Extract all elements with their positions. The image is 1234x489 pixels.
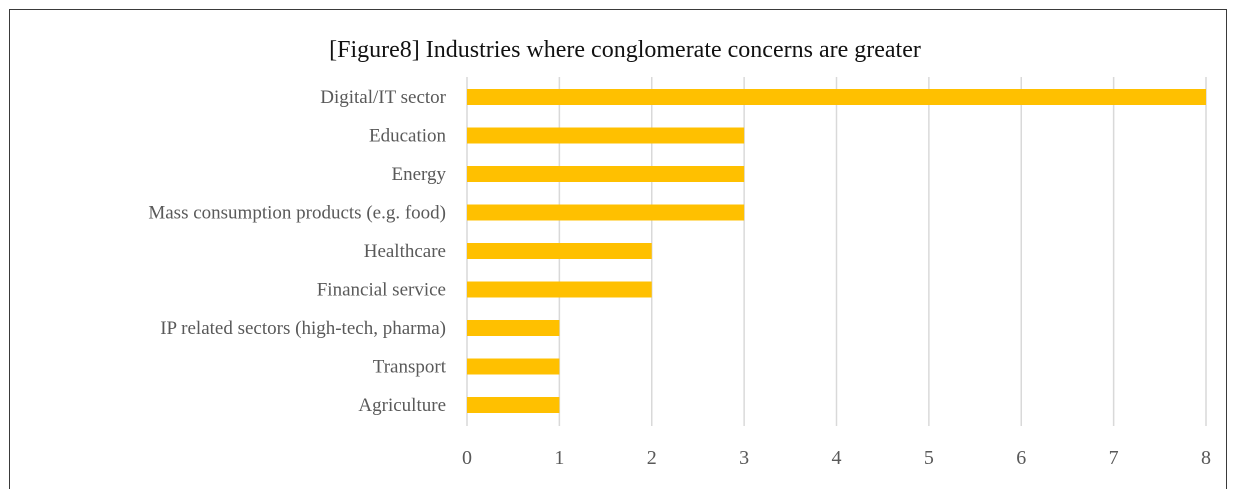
category-label: Mass consumption products (e.g. food)	[148, 203, 446, 224]
bar	[467, 204, 745, 221]
bar	[467, 127, 745, 144]
chart-title: [Figure8] Industries where conglomerate …	[329, 37, 921, 63]
category-label: IP related sectors (high-tech, pharma)	[160, 318, 446, 339]
category-label: Digital/IT sector	[320, 87, 446, 108]
chart-frame	[9, 9, 1227, 489]
x-tick-label: 6	[1016, 447, 1026, 469]
x-tick-label: 4	[832, 447, 842, 469]
x-tick-labels: 0 1 2 3 4 5 6 7 8	[462, 447, 1211, 469]
category-label: Transport	[373, 357, 447, 378]
x-tick-label: 8	[1201, 447, 1211, 469]
bar	[467, 358, 560, 375]
category-label: Financial service	[317, 280, 446, 301]
bar	[467, 281, 652, 298]
x-tick-label: 5	[924, 447, 934, 469]
x-tick-label: 2	[647, 447, 657, 469]
bar	[467, 397, 560, 413]
bar	[467, 320, 560, 336]
bars	[467, 89, 1206, 413]
category-label: Energy	[391, 164, 446, 185]
category-label: Agriculture	[358, 395, 446, 416]
bar	[467, 89, 1206, 105]
x-tick-label: 3	[739, 447, 749, 469]
bar-chart: [Figure8] Industries where conglomerate …	[148, 37, 1211, 469]
bar	[467, 166, 745, 182]
x-tick-label: 1	[554, 447, 564, 469]
category-label: Education	[369, 126, 447, 147]
x-tick-label: 0	[462, 447, 472, 469]
category-labels: Digital/IT sector Education Energy Mass con…	[148, 87, 446, 416]
bar	[467, 243, 652, 259]
x-tick-label: 7	[1109, 447, 1119, 469]
category-label: Healthcare	[364, 241, 446, 262]
